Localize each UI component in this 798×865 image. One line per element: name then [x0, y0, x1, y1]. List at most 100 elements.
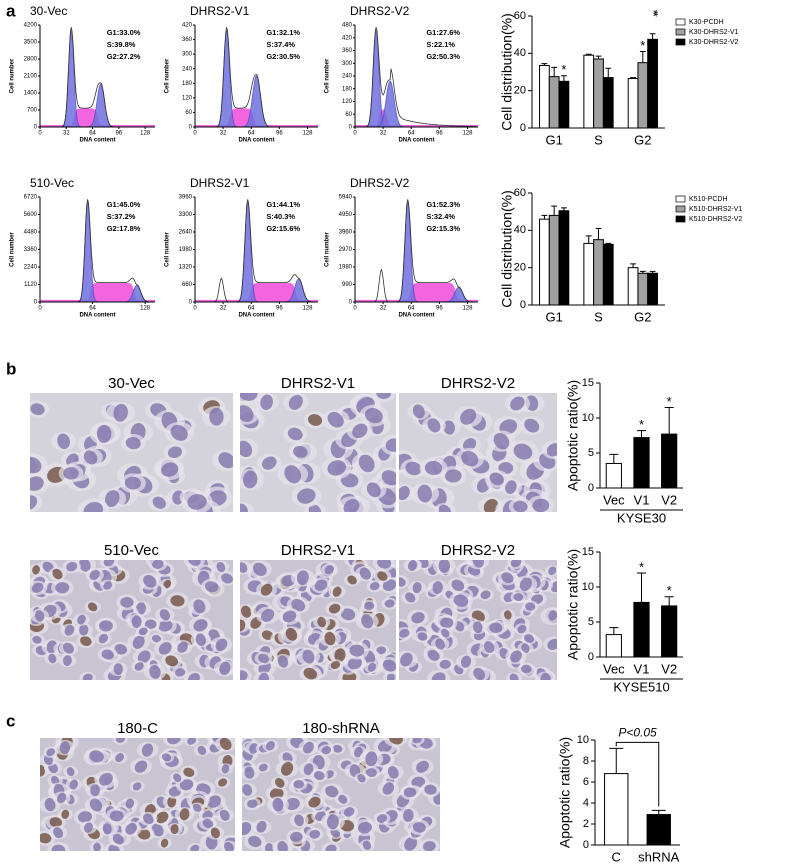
nucleus	[489, 622, 503, 634]
nucleus	[248, 835, 262, 848]
nucleus	[334, 648, 346, 662]
bar	[602, 243, 614, 306]
nucleus	[302, 741, 314, 754]
nucleus	[338, 794, 348, 804]
nucleus	[404, 836, 418, 851]
image-label: 180-C	[117, 720, 158, 737]
panel-label: a	[6, 1, 16, 20]
nucleus	[40, 764, 46, 777]
bar	[602, 77, 614, 129]
nucleus	[399, 486, 410, 501]
s-phase-fill	[40, 282, 155, 302]
y-axis-label: Cell number	[325, 58, 331, 93]
nucleus	[64, 625, 75, 636]
nucleus	[364, 601, 375, 610]
x-tick-label: S	[594, 132, 603, 147]
micrograph	[240, 560, 396, 680]
bar	[627, 78, 639, 129]
nucleus	[294, 814, 304, 827]
nucleus	[376, 646, 387, 655]
nucleus	[387, 766, 399, 779]
x-axis-label: DNA content	[79, 313, 115, 319]
nucleus	[366, 482, 381, 498]
nucleus	[103, 581, 113, 590]
bar	[637, 62, 649, 129]
nucleus	[317, 616, 327, 628]
nucleus	[30, 495, 38, 510]
y-tick-label: 40	[514, 224, 526, 236]
error-bar	[605, 242, 612, 245]
nucleus	[179, 779, 194, 791]
y-tick-label: 120	[182, 95, 193, 101]
nucleus	[453, 594, 469, 607]
nucleus	[32, 635, 42, 644]
nucleus	[281, 762, 294, 776]
phase-stat: S:22.1%	[426, 40, 455, 49]
phase-stat: G1:27.6%	[426, 28, 460, 37]
nucleus	[297, 488, 316, 504]
nucleus	[115, 753, 125, 763]
error-bar	[605, 67, 612, 78]
nucleus	[261, 456, 277, 470]
y-tick-label: 180	[342, 86, 353, 92]
nucleus	[152, 496, 166, 509]
nucleus	[113, 663, 123, 675]
nucleus	[353, 746, 363, 758]
x-tick-label: 128	[302, 306, 313, 312]
nucleus	[218, 452, 233, 469]
nucleus	[307, 414, 323, 426]
nucleus	[115, 738, 126, 743]
nucleus	[52, 568, 63, 580]
nucleus	[399, 628, 410, 638]
bar	[633, 601, 650, 658]
y-tick-label: 2800	[24, 57, 38, 63]
error-bar	[585, 53, 592, 56]
nucleus	[167, 446, 182, 459]
y-tick-label: 180	[182, 81, 193, 87]
nucleus	[382, 782, 395, 795]
nucleus	[101, 649, 114, 660]
error-bar	[664, 407, 674, 435]
nucleus	[114, 644, 128, 655]
histogram-outline	[356, 27, 477, 128]
error-bar	[639, 270, 646, 274]
nucleus	[209, 407, 224, 426]
nucleus	[519, 577, 532, 592]
nucleus	[89, 569, 100, 581]
micrograph	[40, 738, 235, 851]
nucleus	[265, 741, 275, 751]
nucleus	[204, 581, 219, 593]
x-tick-label: 32	[380, 306, 387, 312]
y-axis-label: Cell distribution(%)	[499, 13, 515, 130]
x-tick-label: 128	[462, 306, 473, 312]
y-tick-label: 240	[342, 74, 353, 80]
nucleus	[546, 443, 557, 457]
x-tick-label: 0	[38, 131, 42, 137]
nucleus	[40, 833, 52, 844]
nucleus	[347, 575, 357, 585]
nucleus	[303, 667, 317, 680]
error-bar	[609, 453, 619, 464]
nucleus	[417, 632, 428, 641]
y-tick-label: 990	[342, 282, 353, 288]
x-tick-label: G1	[545, 309, 562, 324]
nucleus	[63, 642, 74, 654]
nucleus	[386, 672, 395, 680]
x-tick-label: 32	[63, 131, 70, 137]
nucleus	[177, 641, 188, 653]
legend-swatch	[675, 205, 686, 213]
x-tick-label: 96	[116, 131, 123, 137]
y-tick-label: 5940	[339, 195, 353, 201]
nucleus	[30, 476, 44, 491]
legend-label: K510-PCDH	[689, 196, 728, 203]
nucleus	[369, 582, 380, 591]
nucleus	[57, 433, 70, 450]
nucleus	[376, 393, 392, 400]
nucleus	[324, 631, 336, 646]
nucleus	[63, 467, 79, 480]
nucleus	[403, 808, 414, 823]
s-phase-fill	[355, 282, 478, 302]
histogram-title: DHRS2-V1	[190, 176, 250, 190]
nucleus	[104, 490, 120, 508]
nucleus	[400, 652, 413, 667]
